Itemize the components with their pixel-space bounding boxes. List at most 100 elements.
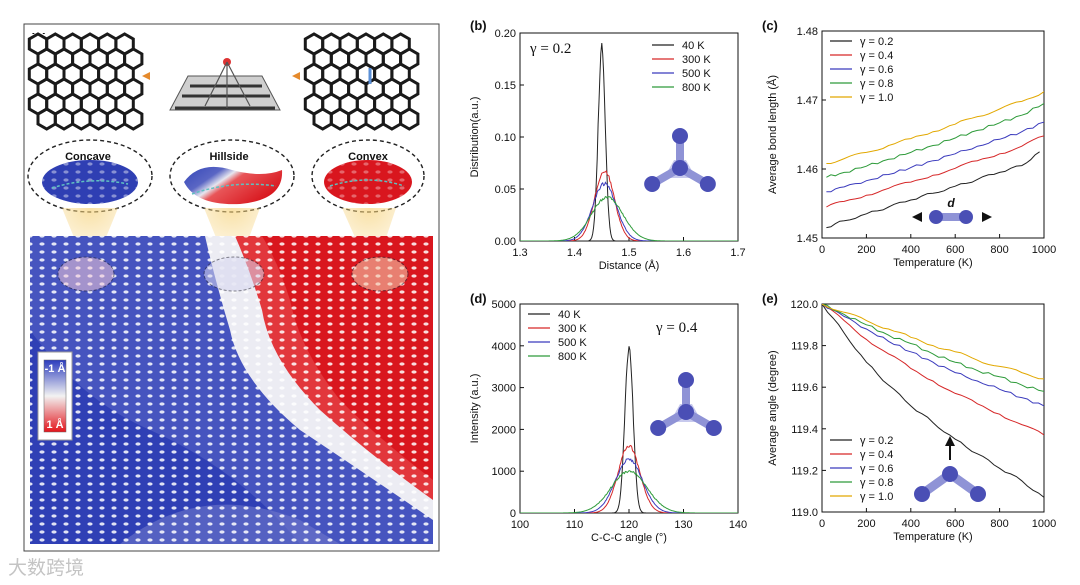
concave-label: Concave <box>65 151 111 163</box>
legend-label: 800 K <box>682 82 711 94</box>
y-tick-label: 119.6 <box>791 382 818 394</box>
colorbar-bottom-label: 1 Å <box>46 418 63 431</box>
y-tick-label: 0.10 <box>495 132 516 144</box>
x-tick-label: 1.7 <box>730 247 745 259</box>
x-tick-label: 1.4 <box>567 247 582 259</box>
x-tick-label: 400 <box>902 244 920 256</box>
x-axis-label-c: Temperature (K) <box>893 257 972 269</box>
series-line <box>520 444 738 513</box>
trigonal-molecule-icon <box>650 372 722 436</box>
x-tick-label: 800 <box>990 518 1008 530</box>
legend-label: γ = 0.2 <box>860 36 893 48</box>
y-tick-label: 5000 <box>492 299 516 311</box>
colorbar-legend: -1 Å 1 Å <box>37 351 73 441</box>
panel-label-c: (c) <box>762 18 778 33</box>
legend-label: 500 K <box>682 68 711 80</box>
legend-label: γ = 1.0 <box>860 92 893 104</box>
x-tick-label: 1.3 <box>512 247 527 259</box>
legend-label: γ = 1.0 <box>860 491 893 503</box>
series-line <box>520 181 738 241</box>
panel-a-illustration: (a) Concave <box>23 23 440 552</box>
arrow-right-icon <box>142 72 150 80</box>
series-line <box>520 470 738 513</box>
bent-molecule-icon <box>914 436 986 502</box>
series-line <box>520 170 738 241</box>
series-line <box>822 304 1044 498</box>
chart-e: (e) 0 200 400 600 800 1000 119.0 119.2 119.4 119.6… <box>762 291 1056 543</box>
series-line <box>826 121 1044 193</box>
y-tick-label: 1.47 <box>797 95 818 107</box>
y-tick-label: 119.0 <box>791 507 818 519</box>
series-line <box>822 304 1044 407</box>
x-tick-label: 0 <box>819 518 825 530</box>
plot-frame-c <box>821 30 1045 239</box>
x-tick-label: 200 <box>857 518 875 530</box>
x-tick-label: 1000 <box>1032 244 1056 256</box>
gamma-annotation-b: γ = 0.2 <box>529 41 571 57</box>
series-line <box>822 304 1044 380</box>
legend-label: γ = 0.4 <box>860 449 893 461</box>
legend-label: γ = 0.8 <box>860 477 893 489</box>
x-tick-label: 0 <box>819 244 825 256</box>
x-tick-label: 1000 <box>1032 518 1056 530</box>
series-line <box>520 346 738 513</box>
y-tick-label: 119.4 <box>791 424 818 436</box>
series-line <box>826 91 1044 164</box>
graphene-perspective-image <box>165 40 283 122</box>
y-tick-label: 1000 <box>492 466 516 478</box>
plot-frame-e <box>821 303 1045 513</box>
x-tick-label: 800 <box>990 244 1008 256</box>
colorbar-top-label: -1 Å <box>45 362 66 375</box>
x-axis-label-e: Temperature (K) <box>893 531 972 543</box>
panel-label-b: (b) <box>470 18 487 33</box>
y-tick-label: 4000 <box>492 341 516 353</box>
x-tick-label: 1.6 <box>676 247 691 259</box>
legend-label: 40 K <box>682 40 705 52</box>
legend-label: γ = 0.4 <box>860 50 893 62</box>
y-axis-label-c: Average bond length (Å) <box>766 75 779 194</box>
y-tick-label: 0.20 <box>495 28 516 40</box>
y-tick-label: 1.48 <box>797 26 818 38</box>
plot-frame-d <box>519 303 739 514</box>
x-tick-label: 1.5 <box>621 247 636 259</box>
hillside-inset: Hillside <box>169 139 295 213</box>
bond-d-annotation: d <box>947 196 955 210</box>
x-axis-label-b: Distance (Å) <box>599 259 660 272</box>
concave-inset: Concave <box>27 139 153 213</box>
x-tick-label: 110 <box>566 519 584 531</box>
convex-label: Convex <box>348 151 389 163</box>
deformed-graphene-sheet <box>30 236 433 544</box>
y-tick-label: 119.8 <box>791 341 818 353</box>
graphene-defect-image <box>303 32 420 131</box>
y-tick-label: 120.0 <box>790 299 818 311</box>
hillside-label: Hillside <box>209 151 248 163</box>
y-tick-label: 3000 <box>492 383 516 395</box>
y-tick-label: 2000 <box>492 424 516 436</box>
convex-inset: Convex <box>311 139 425 213</box>
series-line <box>822 304 1044 392</box>
legend-label: γ = 0.6 <box>860 463 893 475</box>
chart-d: (d) 100 110 120 130 140 0 1000 2000 3000 4000 5000 C… <box>469 291 747 544</box>
legend-label: γ = 0.6 <box>860 64 893 76</box>
legend-label: 500 K <box>558 337 587 349</box>
series-line <box>822 304 1044 436</box>
legend-label: 800 K <box>558 351 587 363</box>
arrow-right-icon <box>292 72 300 80</box>
legend-label: 300 K <box>558 323 587 335</box>
y-tick-label: 0.05 <box>495 184 516 196</box>
legend-label: 40 K <box>558 309 581 321</box>
series-line <box>826 102 1044 178</box>
y-tick-label: 1.46 <box>797 164 818 176</box>
trigonal-molecule-icon <box>644 128 716 192</box>
gamma-annotation-d: γ = 0.4 <box>655 320 698 336</box>
series-line <box>520 195 738 241</box>
y-tick-label: 0.00 <box>495 236 516 248</box>
series-line <box>826 151 1040 229</box>
x-tick-label: 140 <box>729 519 747 531</box>
chart-b: (b) 1.3 1.4 1.5 1.6 1.7 0.00 0.05 0.10 0.15 0.20 Di… <box>469 18 746 272</box>
x-tick-label: 600 <box>946 518 964 530</box>
legend-label: 300 K <box>682 54 711 66</box>
y-tick-label: 0 <box>510 508 516 520</box>
legend-label: γ = 0.8 <box>860 78 893 90</box>
